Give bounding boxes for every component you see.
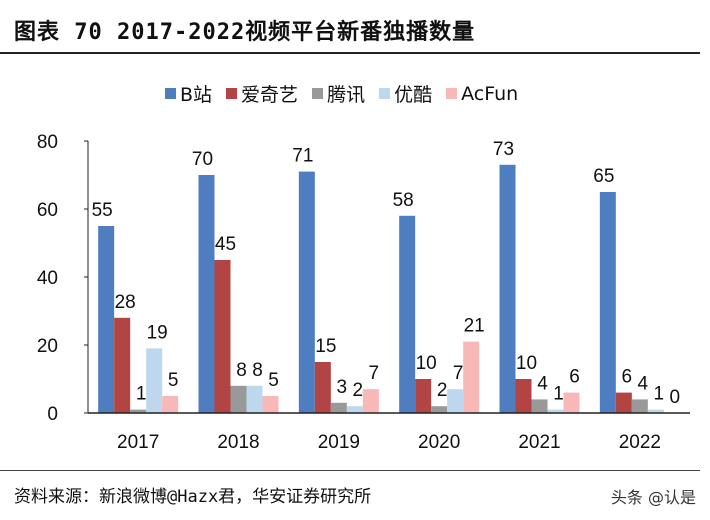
bar-AcFun xyxy=(463,341,480,413)
bar-B站 xyxy=(399,215,416,413)
bar-腾讯 xyxy=(330,402,347,413)
legend-label: B站 xyxy=(180,84,213,106)
legend-item: 优酷 xyxy=(379,80,432,107)
data-label: 71 xyxy=(292,146,313,167)
legend-item: 爱奇艺 xyxy=(226,80,298,107)
legend-swatch xyxy=(446,88,458,99)
data-label: 73 xyxy=(493,139,514,160)
y-tick-label: 40 xyxy=(37,268,58,289)
bar-优酷 xyxy=(146,348,163,413)
y-tick-label: 20 xyxy=(37,336,58,357)
bar-B站 xyxy=(198,175,215,413)
bar-腾讯 xyxy=(631,399,648,413)
x-tick-label: 2017 xyxy=(117,432,159,453)
legend-item: AcFun xyxy=(446,80,518,107)
bar-腾讯 xyxy=(531,399,548,413)
y-tick-label: 80 xyxy=(37,132,58,153)
legend-item: B站 xyxy=(165,80,212,107)
watermark: 头条 @认是 xyxy=(610,488,696,507)
legend-swatch xyxy=(379,88,391,99)
data-label: 70 xyxy=(192,149,213,170)
data-label: 7 xyxy=(369,363,380,384)
data-label: 3 xyxy=(337,377,348,398)
legend-label: 爱奇艺 xyxy=(241,84,299,106)
legend-swatch xyxy=(312,88,324,99)
data-label: 45 xyxy=(215,234,236,255)
bar-优酷 xyxy=(547,409,564,413)
bar-优酷 xyxy=(246,385,263,413)
legend-swatch xyxy=(165,88,176,99)
figure-title: 图表 70 2017-2022视频平台新番独播数量 xyxy=(14,20,476,45)
bar-爱奇艺 xyxy=(114,317,131,413)
bar-优酷 xyxy=(346,406,363,413)
data-label: 58 xyxy=(393,190,414,211)
data-label: 8 xyxy=(252,360,263,381)
bar-爱奇艺 xyxy=(415,379,432,413)
data-label: 8 xyxy=(236,360,247,381)
bar-AcFun xyxy=(563,392,580,413)
legend-swatch xyxy=(226,88,238,99)
bar-爱奇艺 xyxy=(515,379,532,413)
x-tick-label: 2022 xyxy=(619,432,661,453)
data-label: 7 xyxy=(453,363,464,384)
data-label: 65 xyxy=(593,166,614,187)
bar-爱奇艺 xyxy=(314,362,331,413)
bar-AcFun xyxy=(362,389,379,413)
data-label: 4 xyxy=(638,373,649,394)
data-label: 15 xyxy=(315,336,336,357)
x-tick-label: 2018 xyxy=(217,432,259,453)
data-label: 6 xyxy=(569,367,580,388)
x-tick-label: 2021 xyxy=(518,432,560,453)
data-label: 10 xyxy=(516,353,537,374)
title-divider xyxy=(0,52,700,54)
legend-label: AcFun xyxy=(461,82,519,105)
legend-label: 腾讯 xyxy=(327,84,366,106)
data-label: 6 xyxy=(622,367,633,388)
bar-爱奇艺 xyxy=(615,392,632,413)
bar-优酷 xyxy=(647,409,664,413)
data-label: 2 xyxy=(353,380,364,401)
data-label: 5 xyxy=(168,370,179,391)
data-label: 1 xyxy=(654,384,665,405)
bar-腾讯 xyxy=(431,406,448,413)
footer-divider xyxy=(0,470,700,471)
bar-AcFun xyxy=(262,396,279,413)
data-label: 28 xyxy=(115,292,136,313)
bar-腾讯 xyxy=(130,409,147,413)
bar-腾讯 xyxy=(230,385,247,413)
y-tick-label: 60 xyxy=(37,200,58,221)
bar-优酷 xyxy=(447,389,464,413)
bar-爱奇艺 xyxy=(214,260,231,413)
data-label: 21 xyxy=(464,316,485,337)
data-label: 0 xyxy=(670,387,681,408)
y-tick-label: 0 xyxy=(47,404,58,425)
data-label: 4 xyxy=(537,373,548,394)
data-label: 10 xyxy=(416,353,437,374)
data-label: 1 xyxy=(136,384,147,405)
data-label: 5 xyxy=(268,370,279,391)
x-tick-label: 2019 xyxy=(318,432,360,453)
bar-B站 xyxy=(499,164,516,413)
legend: B站 爱奇艺 腾讯 优酷 AcFun xyxy=(165,80,518,107)
bar-B站 xyxy=(599,192,616,413)
bar-B站 xyxy=(298,171,315,413)
data-label: 1 xyxy=(553,384,564,405)
source-note: 资料来源：新浪微博@Hazx君，华安证券研究所 xyxy=(14,487,372,507)
bar-AcFun xyxy=(162,396,179,413)
legend-label: 优酷 xyxy=(394,84,433,106)
data-label: 55 xyxy=(92,200,113,221)
data-label: 2 xyxy=(437,380,448,401)
data-label: 19 xyxy=(147,322,168,343)
x-tick-label: 2020 xyxy=(418,432,460,453)
bar-B站 xyxy=(98,226,115,413)
legend-item: 腾讯 xyxy=(312,80,365,107)
